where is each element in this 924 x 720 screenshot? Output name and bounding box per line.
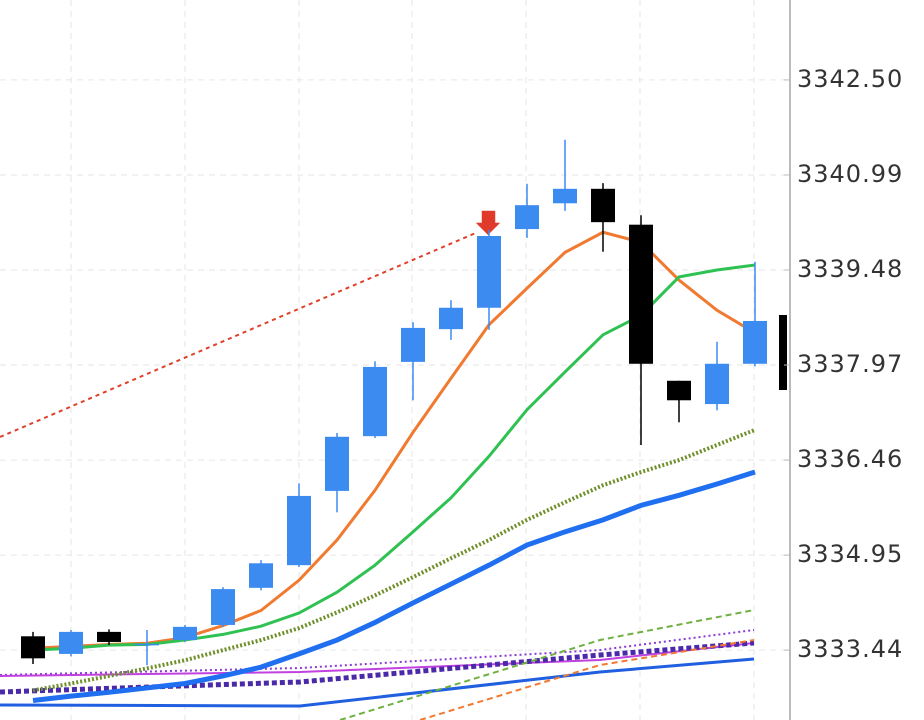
candle-body [173, 626, 197, 641]
candle-body [401, 327, 425, 362]
blue-thin-line [0, 657, 755, 708]
lower-lines [0, 231, 755, 720]
candle-body [249, 563, 273, 588]
orange-dashed-line [419, 639, 755, 720]
trend-line [0, 231, 479, 438]
candle-body [325, 436, 349, 491]
magenta-line [0, 642, 755, 677]
candle-body [515, 205, 539, 230]
candle-body [743, 320, 767, 364]
y-tick-label: 3337.97 [797, 350, 903, 378]
candle-body [667, 380, 691, 401]
candle-body [439, 307, 463, 330]
price-marker [779, 315, 787, 390]
y-tick-label: 3333.44 [797, 635, 903, 663]
candle-body [97, 631, 121, 642]
candle-body [287, 495, 311, 566]
y-tick-label: 3339.48 [797, 255, 903, 283]
candle-body [553, 188, 577, 204]
moving-average-line [32, 428, 756, 693]
purple-dotted-line [0, 629, 755, 676]
candle-body [591, 188, 615, 223]
y-tick-label: 3334.95 [797, 540, 903, 568]
candle-body [705, 363, 729, 405]
signal-arrow [472, 209, 504, 238]
green-dashed-line [339, 609, 755, 720]
candle-body [629, 224, 653, 364]
y-tick-label: 3342.50 [797, 65, 903, 93]
candle-body [211, 589, 235, 625]
grid-vertical [70, 0, 755, 720]
y-tick-label: 3340.99 [797, 160, 903, 188]
candle-body [363, 366, 387, 437]
candle-body [135, 643, 159, 646]
candle-body [477, 236, 501, 308]
y-tick-label: 3336.46 [797, 445, 903, 473]
moving-average-line [32, 469, 756, 703]
indigo-dashed-line [0, 640, 755, 695]
candle-body [21, 636, 45, 659]
candle-body [59, 631, 83, 654]
